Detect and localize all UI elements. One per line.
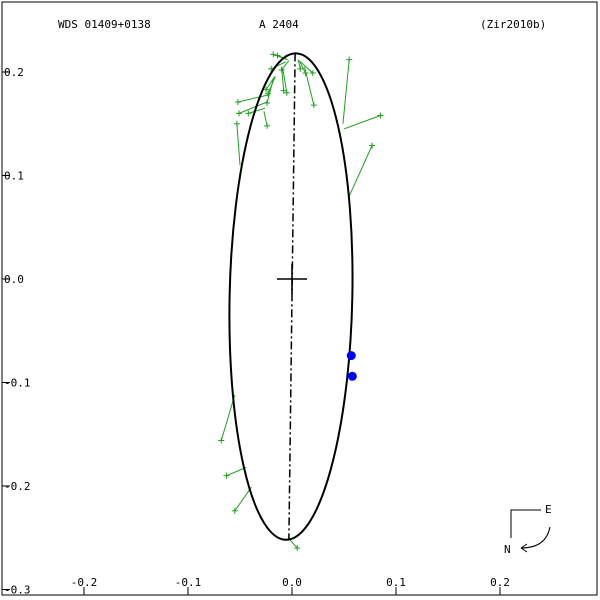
observation-point [264, 122, 271, 129]
line-of-nodes [288, 53, 296, 540]
x-tick-label: 0.2 [490, 576, 510, 589]
observation-layer [218, 51, 384, 552]
observation-point [223, 472, 230, 479]
y-tick-label: 0.2 [4, 66, 24, 79]
orbit-layer [228, 52, 354, 541]
residual-line [263, 111, 268, 126]
y-tick-label: 0.0 [4, 273, 24, 286]
observation-point [377, 112, 384, 119]
residual-line [303, 66, 315, 106]
predicted-layer [346, 351, 357, 381]
residual-line [348, 145, 373, 197]
observation-point [235, 110, 242, 117]
observation-point [265, 90, 272, 97]
residual-line [299, 61, 314, 74]
residual-line [236, 123, 241, 166]
observation-point [280, 87, 287, 94]
y-tick-label: -0.2 [4, 480, 31, 493]
observation-point [263, 86, 269, 93]
residual-line [238, 101, 268, 114]
residual-line [289, 539, 298, 549]
residual-line [234, 486, 252, 512]
observation-point [294, 545, 301, 552]
observation-point [245, 110, 252, 117]
north-arrow-curve [520, 526, 551, 549]
observation-point [231, 507, 238, 514]
observation-point [369, 142, 376, 149]
residual-line [248, 107, 266, 114]
observation-point [233, 120, 240, 127]
observation-point [270, 51, 277, 58]
discoverer-label: A 2404 [259, 18, 299, 31]
residual-line [282, 67, 288, 93]
axis-ticks: -0.2 -0.1 0.0 0.1 0.2 0.2 0.1 0.0 -0.1 -0.2 -0.3 [2, 66, 510, 597]
residual-line [343, 115, 381, 130]
observation-point [274, 52, 281, 59]
observation-point [346, 56, 353, 63]
observation-point [310, 102, 317, 109]
observation-point [234, 99, 241, 106]
residual-line [281, 66, 285, 91]
reference-label: (Zir2010b) [480, 18, 546, 31]
x-tick-label: -0.1 [175, 576, 202, 589]
predicted-point [346, 351, 356, 361]
east-label: E [545, 503, 552, 516]
residual-line [237, 94, 270, 103]
observation-point [283, 89, 290, 96]
y-tick-label: -0.1 [4, 377, 31, 390]
observation-point [218, 437, 225, 444]
residual-line [298, 60, 306, 74]
predicted-point [347, 371, 357, 381]
residual-line [266, 79, 274, 104]
x-tick-label: 0.1 [386, 576, 406, 589]
residual-line [226, 466, 247, 477]
wds-id-label: WDS 01409+0138 [58, 18, 151, 31]
x-tick-label: 0.0 [282, 576, 302, 589]
north-arrowhead-icon [520, 543, 528, 553]
y-tick-label: -0.3 [4, 584, 31, 597]
residual-line [277, 54, 289, 61]
east-arrow [510, 509, 541, 538]
x-tick-label: -0.2 [71, 576, 98, 589]
orientation-indicator: E N [504, 503, 552, 556]
observation-point [309, 70, 316, 77]
orbit-ellipse [228, 52, 354, 541]
y-tick-label: 0.1 [4, 170, 24, 183]
residual-line [342, 59, 350, 124]
observation-point [297, 65, 304, 72]
north-label: N [504, 543, 511, 556]
primary-star-marker [277, 264, 307, 294]
